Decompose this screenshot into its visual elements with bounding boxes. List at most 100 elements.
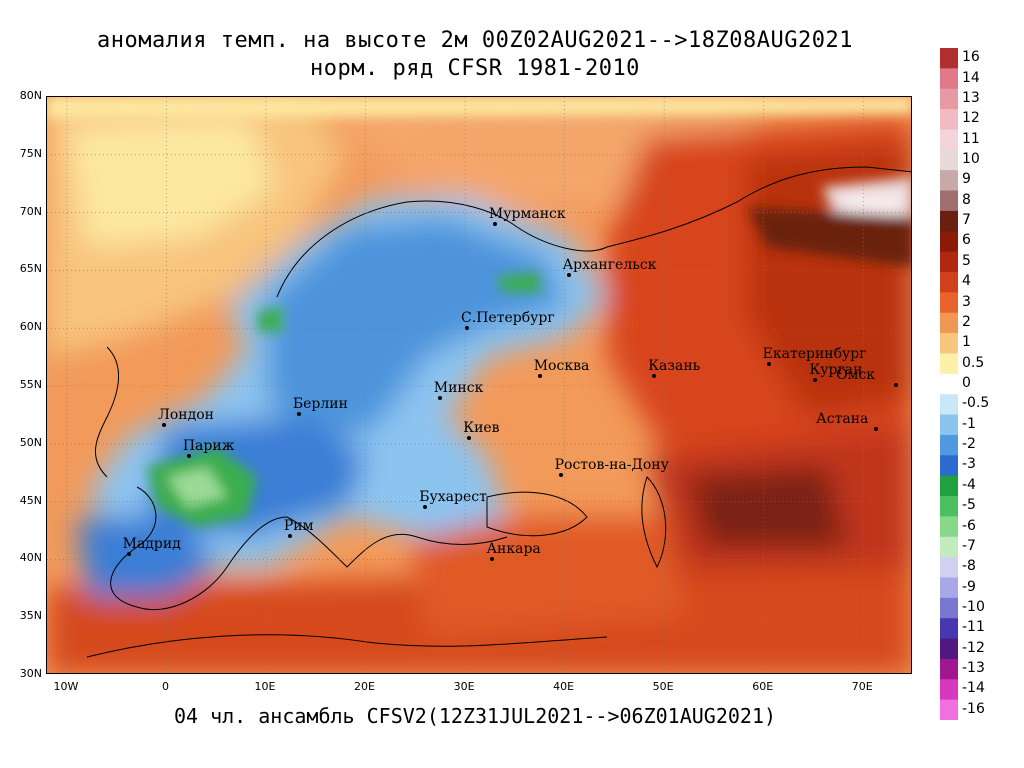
colorbar-swatch (940, 475, 958, 497)
colorbar-label: -0.5 (962, 395, 990, 412)
city-label: Минск (433, 379, 484, 396)
arctic-coast (516, 166, 911, 252)
city-marker (126, 551, 131, 556)
colorbar-swatch (940, 373, 958, 395)
iberia-coast (110, 486, 288, 611)
arctic-pale-band (47, 97, 911, 119)
colorbar-label: 0.5 (962, 354, 985, 371)
colorbar-label: -16 (962, 700, 985, 717)
city-marker (287, 534, 292, 539)
city-marker (162, 423, 167, 428)
colorbar-label: 11 (962, 130, 980, 147)
coastlines (86, 166, 911, 658)
latitude-label: 50N (19, 435, 42, 449)
colorbar-label: -9 (962, 578, 976, 595)
colorbar-swatch (940, 496, 958, 517)
colorbar-swatch (940, 679, 958, 701)
city-label: Москва (533, 358, 590, 375)
latitude-label: 75N (19, 146, 42, 160)
longitude-label: 60E (752, 680, 774, 693)
city-marker (296, 411, 301, 416)
colorbar-swatch (940, 638, 958, 660)
north-africa-coast (86, 634, 608, 658)
black-sea-coast (486, 491, 588, 537)
city-label: Бухарест (419, 489, 487, 506)
colorbar-swatch (940, 333, 958, 354)
colorbar-swatch (940, 455, 958, 477)
colorbar-swatch (940, 231, 958, 253)
city-label: С.Петербург (461, 309, 555, 326)
city-marker (566, 272, 571, 277)
colorbar-swatch (940, 210, 958, 232)
colorbar-swatch (940, 68, 958, 90)
colorbar-label: 13 (962, 89, 980, 106)
city-label: Рим (283, 518, 314, 535)
colorbar-swatch (940, 272, 958, 293)
latitude-label: 40N (19, 551, 42, 565)
colorbar-swatch (940, 394, 958, 416)
city-marker (766, 361, 771, 366)
city-marker (813, 377, 818, 382)
colorbar-label: 7 (962, 212, 971, 229)
city-label: Лондон (158, 407, 214, 424)
colorbar-label: 12 (962, 110, 980, 127)
colorbar-swatch (940, 88, 958, 110)
latitude-label: 65N (19, 262, 42, 276)
colorbar-swatch (940, 149, 958, 171)
city-marker (537, 374, 542, 379)
siberia-dark-anomaly (747, 207, 911, 267)
atlantic-pale-area (67, 117, 277, 247)
city-marker (423, 505, 428, 510)
city-marker (467, 435, 472, 440)
longitude-label: 20E (354, 680, 375, 693)
colorbar-label: -6 (962, 517, 976, 534)
city-marker (874, 427, 879, 432)
colorbar-label: -5 (962, 497, 976, 514)
city-marker (465, 325, 470, 330)
colorbar-label: -8 (962, 558, 976, 575)
city-marker (652, 373, 657, 378)
city-marker (492, 221, 497, 226)
colorbar-label: 0 (962, 375, 971, 391)
colorbar-label: -7 (962, 537, 976, 554)
colorbar-swatch (940, 536, 958, 558)
colorbar-swatch (940, 658, 958, 680)
longitude-label: 70E (851, 680, 873, 693)
city-label: Астана (816, 411, 869, 428)
longitude-label: 30E (453, 680, 475, 693)
latitude-label: 70N (19, 204, 42, 218)
colorbar-swatch (940, 557, 958, 578)
colorbar-label: 4 (962, 273, 971, 290)
city-label: Мадрид (122, 535, 181, 552)
map-title-line1: аномалия темп. на высоте 2м 00Z02AUG2021… (97, 28, 853, 53)
colorbar-swatch (940, 170, 958, 192)
latitude-label: 80N (19, 89, 42, 102)
colorbar-label: -11 (962, 619, 985, 636)
colorbar-label: -14 (962, 680, 985, 697)
colorbar-label: 6 (962, 232, 971, 249)
siberia-max-anomaly (837, 192, 907, 217)
colorbar-swatch (940, 129, 958, 151)
city-marker (437, 395, 442, 400)
colorbar-label: 9 (962, 171, 971, 188)
norway-cold-anomaly (257, 307, 282, 332)
colorbar (940, 48, 958, 720)
turkey-warm-area (407, 517, 687, 637)
colorbar-label: -3 (962, 456, 976, 473)
city-marker (186, 453, 191, 458)
colorbar-swatch (940, 190, 958, 212)
colorbar-swatch (940, 597, 958, 619)
colorbar-label: 10 (962, 151, 980, 167)
colorbar-label: 1 (962, 334, 971, 351)
colorbar-label: -10 (962, 599, 985, 615)
colorbar-swatch (940, 699, 958, 720)
france-strong-cold-anomaly (167, 467, 227, 507)
city-label: Екатеринбург (762, 345, 867, 362)
longitude-label: 40E (553, 680, 575, 693)
colorbar-swatch (940, 292, 958, 314)
city-label: Мурманск (488, 205, 566, 222)
britain-coast (94, 346, 120, 478)
colorbar-label: 5 (962, 252, 971, 269)
city-marker (894, 383, 899, 388)
colorbar-swatch (940, 618, 958, 640)
